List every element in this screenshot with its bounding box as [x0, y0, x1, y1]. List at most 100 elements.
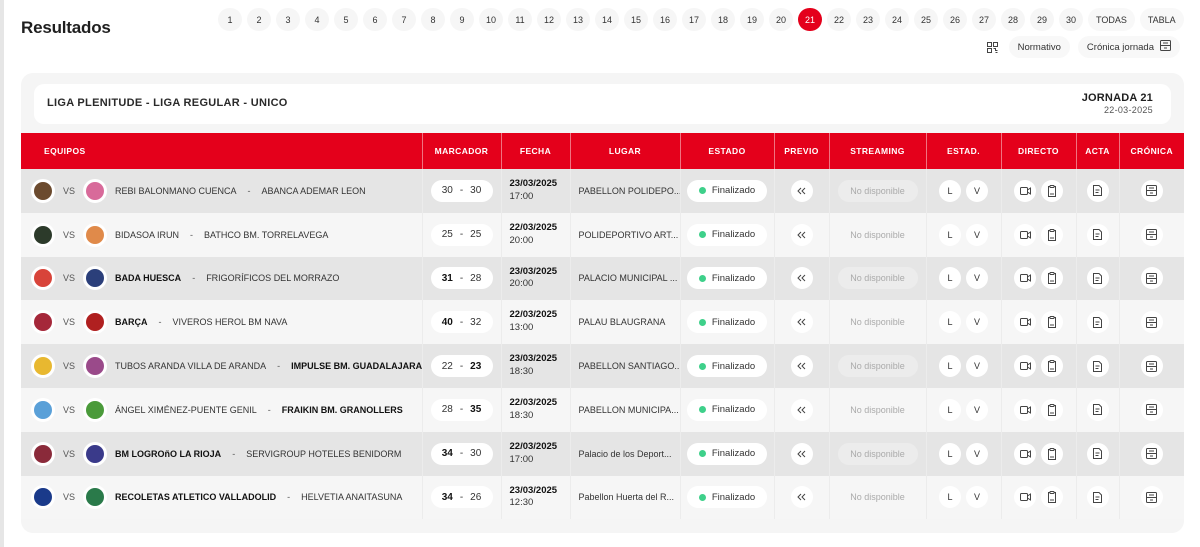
- video-camera-icon[interactable]: [1014, 223, 1036, 246]
- round-29[interactable]: 29: [1030, 8, 1054, 31]
- round-25[interactable]: 25: [914, 8, 938, 31]
- round-3[interactable]: 3: [276, 8, 300, 31]
- home-team-name[interactable]: BIDASOA IRUN: [115, 229, 180, 240]
- stats-local-button[interactable]: L: [939, 179, 961, 202]
- archive-icon[interactable]: [1140, 442, 1163, 465]
- round-23[interactable]: 23: [856, 8, 880, 31]
- previo-chevrons-left-icon[interactable]: [790, 486, 813, 509]
- stats-visitor-button[interactable]: V: [966, 311, 988, 334]
- video-camera-icon[interactable]: [1014, 442, 1036, 465]
- stats-visitor-button[interactable]: V: [966, 398, 988, 421]
- previo-chevrons-left-icon[interactable]: [790, 267, 813, 290]
- document-icon[interactable]: [1086, 223, 1109, 246]
- previo-chevrons-left-icon[interactable]: [790, 223, 813, 246]
- away-team-name[interactable]: SERVIGROUP HOTELES BENIDORM: [246, 448, 402, 459]
- round-14[interactable]: 14: [595, 8, 619, 31]
- stats-local-button[interactable]: L: [939, 486, 961, 509]
- document-icon[interactable]: [1086, 442, 1109, 465]
- round-21[interactable]: 21: [798, 8, 822, 31]
- previo-chevrons-left-icon[interactable]: [790, 355, 813, 378]
- round-27[interactable]: 27: [972, 8, 996, 31]
- away-team-name[interactable]: HELVETIA ANAITASUNA: [301, 492, 403, 503]
- home-team-name[interactable]: TUBOS ARANDA VILLA DE ARANDA: [115, 361, 267, 372]
- document-icon[interactable]: [1086, 311, 1109, 334]
- video-camera-icon[interactable]: [1014, 311, 1036, 334]
- previo-chevrons-left-icon[interactable]: [790, 311, 813, 334]
- round-8[interactable]: 8: [421, 8, 445, 31]
- round-todas[interactable]: TODAS: [1088, 8, 1135, 31]
- round-10[interactable]: 10: [479, 8, 503, 31]
- round-12[interactable]: 12: [537, 8, 561, 31]
- round-5[interactable]: 5: [334, 8, 358, 31]
- away-team-name[interactable]: FRAIKIN BM. GRANOLLERS: [281, 404, 403, 415]
- round-4[interactable]: 4: [305, 8, 329, 31]
- round-2[interactable]: 2: [247, 8, 271, 31]
- document-icon[interactable]: [1086, 355, 1109, 378]
- round-22[interactable]: 22: [827, 8, 851, 31]
- round-1[interactable]: 1: [218, 8, 242, 31]
- qr-code-icon[interactable]: [985, 39, 1001, 55]
- stats-visitor-button[interactable]: V: [966, 223, 988, 246]
- round-18[interactable]: 18: [711, 8, 735, 31]
- document-icon[interactable]: [1086, 398, 1109, 421]
- stats-visitor-button[interactable]: V: [966, 442, 988, 465]
- video-camera-icon[interactable]: [1014, 486, 1036, 509]
- archive-icon[interactable]: [1140, 398, 1163, 421]
- round-11[interactable]: 11: [508, 8, 532, 31]
- score-pill[interactable]: 40 - 32: [430, 311, 493, 334]
- home-team-name[interactable]: REBI BALONMANO CUENCA: [115, 185, 237, 196]
- archive-icon[interactable]: [1140, 179, 1163, 202]
- round-30[interactable]: 30: [1059, 8, 1083, 31]
- round-6[interactable]: 6: [363, 8, 387, 31]
- home-team-name[interactable]: RECOLETAS ATLETICO VALLADOLID: [115, 492, 277, 503]
- score-pill[interactable]: 31 - 28: [430, 267, 493, 290]
- previo-chevrons-left-icon[interactable]: [790, 398, 813, 421]
- round-28[interactable]: 28: [1001, 8, 1025, 31]
- archive-icon[interactable]: [1140, 355, 1163, 378]
- normativo-button[interactable]: Normativo: [1008, 36, 1070, 58]
- stats-local-button[interactable]: L: [939, 223, 961, 246]
- stats-local-button[interactable]: L: [939, 311, 961, 334]
- away-team-name[interactable]: BATHCO BM. TORRELAVEGA: [204, 229, 329, 240]
- archive-icon[interactable]: [1140, 267, 1163, 290]
- home-team-name[interactable]: ÁNGEL XIMÉNEZ-PUENTE GENIL: [115, 404, 257, 415]
- stats-visitor-button[interactable]: V: [966, 486, 988, 509]
- archive-icon[interactable]: [1140, 223, 1163, 246]
- round-20[interactable]: 20: [769, 8, 793, 31]
- video-camera-icon[interactable]: [1014, 179, 1036, 202]
- stats-local-button[interactable]: L: [939, 398, 961, 421]
- video-camera-icon[interactable]: [1014, 355, 1036, 378]
- round-7[interactable]: 7: [392, 8, 416, 31]
- stats-local-button[interactable]: L: [939, 267, 961, 290]
- home-team-name[interactable]: BARÇA: [115, 317, 148, 328]
- stats-local-button[interactable]: L: [939, 442, 961, 465]
- video-camera-icon[interactable]: [1014, 267, 1036, 290]
- stats-visitor-button[interactable]: V: [966, 355, 988, 378]
- clipboard-icon[interactable]: [1041, 179, 1063, 202]
- away-team-name[interactable]: ABANCA ADEMAR LEON: [261, 185, 366, 196]
- clipboard-icon[interactable]: [1041, 311, 1063, 334]
- stats-visitor-button[interactable]: V: [966, 267, 988, 290]
- round-9[interactable]: 9: [450, 8, 474, 31]
- round-16[interactable]: 16: [653, 8, 677, 31]
- score-pill[interactable]: 25 - 25: [430, 223, 493, 246]
- clipboard-icon[interactable]: [1041, 398, 1063, 421]
- clipboard-icon[interactable]: [1041, 223, 1063, 246]
- archive-icon[interactable]: [1140, 311, 1163, 334]
- document-icon[interactable]: [1086, 179, 1109, 202]
- stats-local-button[interactable]: L: [939, 355, 961, 378]
- video-camera-icon[interactable]: [1014, 398, 1036, 421]
- archive-icon[interactable]: [1140, 486, 1163, 509]
- round-24[interactable]: 24: [885, 8, 909, 31]
- stats-visitor-button[interactable]: V: [966, 179, 988, 202]
- round-15[interactable]: 15: [624, 8, 648, 31]
- previo-chevrons-left-icon[interactable]: [790, 179, 813, 202]
- document-icon[interactable]: [1086, 267, 1109, 290]
- document-icon[interactable]: [1086, 486, 1109, 509]
- away-team-name[interactable]: IMPULSE BM. GUADALAJARA: [291, 361, 423, 372]
- round-19[interactable]: 19: [740, 8, 764, 31]
- home-team-name[interactable]: BM LOGROñO LA RIOJA: [115, 448, 222, 459]
- score-pill[interactable]: 34 - 30: [430, 442, 493, 465]
- home-team-name[interactable]: BADA HUESCA: [115, 273, 182, 284]
- clipboard-icon[interactable]: [1041, 486, 1063, 509]
